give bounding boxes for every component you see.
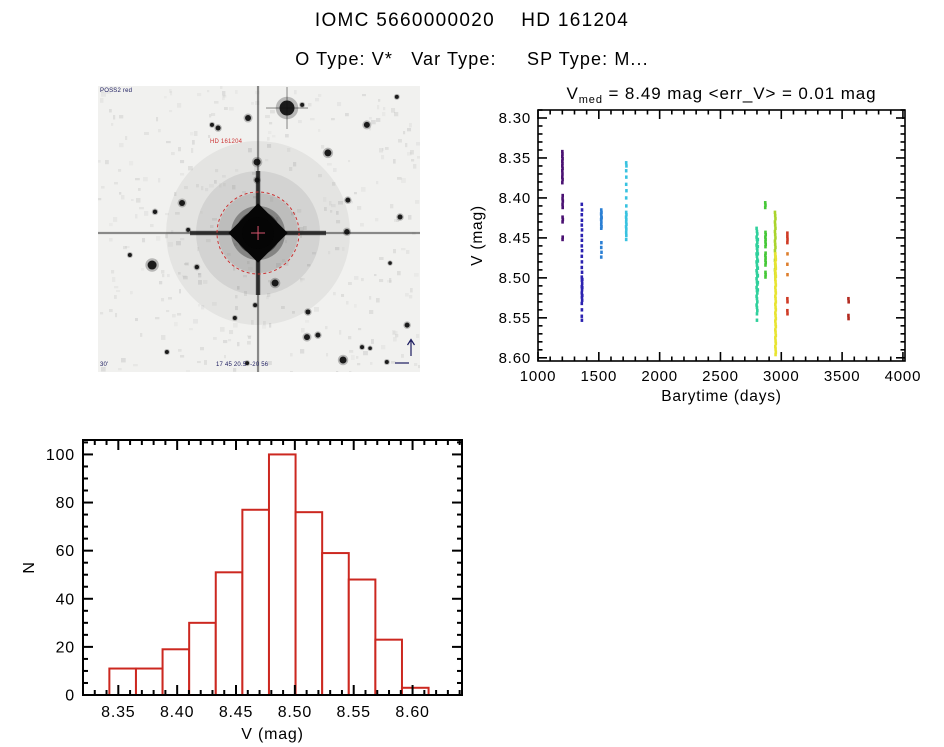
scatter-title: Vmed = 8.49 mag <err_V> = 0.01 mag	[566, 84, 876, 106]
target-name-label: HD 161204	[210, 139, 243, 145]
axes	[537, 109, 906, 362]
svg-text:8.40: 8.40	[160, 704, 194, 721]
svg-text:8.50: 8.50	[278, 704, 312, 721]
coordinates-label: 17 45 20.5 -20 56	[216, 362, 269, 368]
series-epoch5-teal	[755, 226, 760, 322]
svg-text:60: 60	[56, 543, 75, 560]
star-field-image	[98, 86, 420, 372]
svg-text:0: 0	[65, 688, 75, 705]
svg-text:1000: 1000	[520, 368, 557, 385]
svg-text:40: 40	[56, 591, 75, 608]
svg-text:V (mag): V (mag)	[241, 726, 304, 743]
compass-north-icon	[395, 338, 416, 364]
series-epoch1-purple	[561, 149, 565, 242]
svg-text:20: 20	[56, 639, 75, 656]
series-epoch8-yellow	[774, 252, 778, 357]
svg-text:8.60: 8.60	[499, 350, 531, 367]
svg-text:3500: 3500	[824, 368, 861, 385]
svg-text:1500: 1500	[581, 368, 618, 385]
series-epoch3-blue	[599, 208, 603, 259]
series-epoch4-cyan	[624, 161, 628, 242]
svg-text:8.55: 8.55	[337, 704, 371, 721]
survey-label: POSS2 red	[100, 88, 133, 94]
svg-text:8.45: 8.45	[499, 230, 531, 247]
finder-chart: POSS2 red HD 161204 17 45 20.5 -20 56 30…	[98, 86, 420, 372]
axis-labels: 1000 1500 2000 2500 3000 3500 4000 8.30 8.35 8.40…	[469, 110, 922, 405]
scale-label: 30'	[100, 362, 109, 368]
page-title: IOMC 5660000020 HD 161204	[314, 10, 630, 31]
svg-text:4000: 4000	[885, 368, 922, 385]
svg-text:Barytime (days): Barytime (days)	[661, 388, 782, 405]
svg-text:2000: 2000	[641, 368, 678, 385]
svg-text:100: 100	[46, 447, 75, 464]
lightcurve-svg: 1000 1500 2000 2500 3000 3500 4000 8.30 8.35 8.40…	[469, 84, 922, 405]
series-epoch9-orange	[786, 252, 789, 277]
histogram-plot: 8.35 8.40 8.45 8.50 8.55 8.60 0 20 40 60 80 100 V (m…	[16, 430, 478, 747]
svg-text:2500: 2500	[702, 368, 739, 385]
field-stars	[126, 87, 411, 367]
target-marker	[216, 191, 300, 275]
axes	[82, 439, 463, 696]
svg-text:8.40: 8.40	[499, 190, 531, 207]
svg-text:N: N	[21, 561, 38, 573]
svg-text:8.55: 8.55	[499, 310, 531, 327]
series-epoch2-indigo	[580, 202, 584, 322]
svg-text:8.35: 8.35	[499, 150, 531, 167]
svg-text:8.30: 8.30	[499, 110, 531, 127]
series-epoch10-darkred	[847, 296, 850, 321]
axis-labels: 8.35 8.40 8.45 8.50 8.55 8.60 0 20 40 60 80 100 V (m…	[21, 447, 429, 743]
svg-text:V (mag): V (mag)	[469, 205, 486, 266]
svg-text:80: 80	[56, 495, 75, 512]
histogram-svg: 8.35 8.40 8.45 8.50 8.55 8.60 0 20 40 60 80 100 V (m…	[21, 439, 463, 743]
series-epoch9-redticks	[786, 231, 789, 316]
data-points	[561, 149, 850, 357]
series-epoch6-green	[763, 201, 768, 279]
svg-text:8.60: 8.60	[395, 704, 429, 721]
page-subtitle: O Type: V* Var Type: SP Type: M...	[295, 49, 649, 69]
svg-text:8.45: 8.45	[219, 704, 253, 721]
lightcurve-plot: 1000 1500 2000 2500 3000 3500 4000 8.30 8.35 8.40…	[460, 84, 944, 416]
svg-text:3000: 3000	[763, 368, 800, 385]
background-noise	[98, 86, 420, 372]
histogram-bars	[108, 453, 430, 697]
svg-text:8.35: 8.35	[101, 704, 135, 721]
svg-text:8.50: 8.50	[499, 270, 531, 287]
